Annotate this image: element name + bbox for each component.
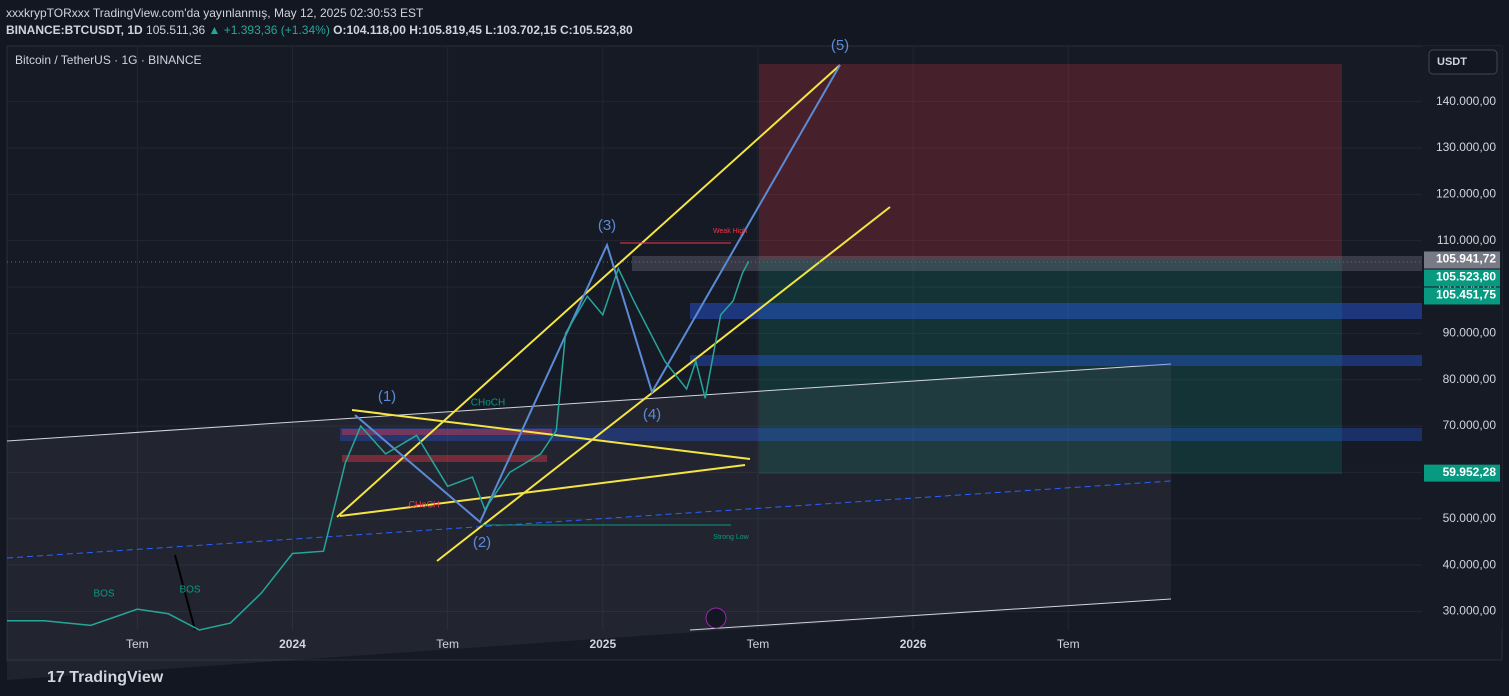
last-price: 105.511,36 (146, 23, 206, 37)
stop-zone (759, 64, 1342, 260)
wave-line (354, 64, 841, 524)
footer-logo: 17 TradingView (47, 669, 164, 686)
zone (690, 303, 1422, 319)
change: ▲ +1.393,36 (+1.34%) (208, 23, 330, 37)
event-icon[interactable] (705, 607, 727, 629)
wave-label: (3) (598, 217, 616, 234)
channel-line (6, 363, 1172, 442)
symbol-line: BINANCE:BTCUSDT, 1D 105.511,36 ▲ +1.393,… (6, 22, 633, 39)
y-tick-label: 30.000,00 (1443, 604, 1497, 618)
zone (340, 428, 1422, 441)
author-line: xxxkrypTORxxx TradingView.com'da yayınla… (6, 6, 424, 20)
wave-label: (5) (831, 37, 849, 54)
price-tag (1424, 464, 1500, 482)
x-tick-label: Tem (747, 637, 770, 651)
bos-label: BOS (93, 589, 114, 600)
price-tag (1424, 251, 1500, 269)
zone (690, 355, 1422, 366)
zone (342, 429, 552, 435)
currency-label[interactable]: USDT (1437, 56, 1467, 68)
choch-label: CHoCH (408, 499, 439, 509)
x-tick-label: Tem (126, 637, 149, 651)
y-tick-label: 130.000,00 (1436, 140, 1496, 154)
ohlc: O:104.118,00 H:105.819,45 L:103.702,15 C… (333, 23, 633, 37)
dashed-line (6, 480, 1172, 559)
x-tick-label: Tem (1057, 637, 1080, 651)
legend: Bitcoin / TetherUS · 1G · BINANCE (15, 53, 202, 67)
bos-label: BOS (179, 585, 200, 596)
choch-label: CHoCH (471, 398, 505, 409)
channel (7, 364, 1171, 680)
y-tick-label: 120.000,00 (1436, 186, 1496, 200)
price-tag-label: 59.952,28 (1443, 465, 1497, 479)
channel-line (689, 598, 1172, 631)
plot (7, 261, 750, 631)
y-tick-label: 140.000,00 (1436, 94, 1496, 108)
price-axis (1422, 46, 1502, 630)
wave-label: (1) (378, 388, 396, 405)
y-tick-label: 40.000,00 (1443, 557, 1497, 571)
y-tick-label: 70.000,00 (1443, 418, 1497, 432)
currency-button[interactable] (1428, 49, 1498, 75)
footer-brand: TradingView (69, 669, 164, 686)
x-tick-label: Tem (436, 637, 459, 651)
zone (632, 256, 1422, 271)
price-tag-label: 105.451,75 (1436, 288, 1496, 302)
weak-high-label: Weak High (713, 228, 747, 235)
y-tick-label: 110.000,00 (1437, 233, 1496, 247)
x-tick-label: 2026 (900, 637, 927, 651)
x-tick-label: 2024 (279, 637, 306, 651)
arrow (174, 554, 196, 631)
trend-line (436, 206, 891, 562)
price-line (7, 261, 750, 631)
strong-low-label: Strong Low (713, 534, 749, 541)
symbol: BINANCE:BTCUSDT, 1D (6, 23, 143, 37)
price-tag-label: 105.523,80 (1436, 270, 1496, 284)
trend-line (339, 464, 746, 517)
trend-line (351, 409, 751, 460)
axes: 30.000,0040.000,0050.000,0060.000,0070.0… (126, 94, 1500, 651)
header: xxxkrypTORxxx TradingView.com'da yayınla… (6, 5, 633, 39)
wave-label: (2) (473, 534, 491, 551)
target-zone (759, 260, 1342, 474)
price-tag-label: 105.941,72 (1436, 252, 1496, 266)
y-tick-label: 80.000,00 (1443, 372, 1497, 386)
wave-label: (4) (643, 406, 661, 423)
x-tick-label: 2025 (589, 637, 616, 651)
y-tick-label: 90.000,00 (1443, 326, 1497, 340)
price-tag (1424, 287, 1500, 305)
zone (342, 455, 547, 462)
y-tick-label: 50.000,00 (1443, 511, 1497, 525)
price-tag (1424, 269, 1500, 287)
